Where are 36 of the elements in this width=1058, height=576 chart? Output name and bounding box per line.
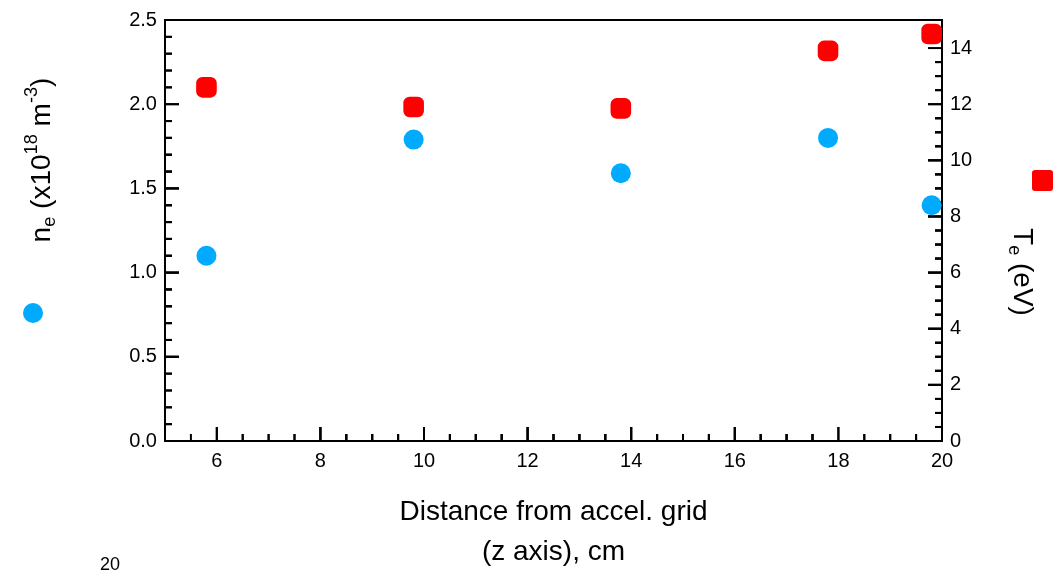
y-tick-label: 0.5 [129, 344, 157, 367]
x-tick-label: 12 [516, 448, 539, 471]
y-tick-label: 2.0 [129, 91, 157, 114]
y2-tick-label: 2 [950, 372, 962, 395]
point [610, 163, 631, 184]
y2-tick-label: 0 [950, 428, 962, 451]
point [921, 195, 942, 216]
y-axis-title: ne (x1018 m-3) [21, 77, 60, 243]
y2-tick-label: 10 [950, 147, 973, 170]
x-tick-label: 18 [827, 448, 850, 471]
point [921, 23, 942, 45]
x-tick-label: 8 [314, 448, 326, 471]
y2-tick-label: 12 [950, 91, 973, 114]
y-tick-label: 0.0 [129, 428, 157, 451]
y2-axis-title: Te (eV) [1004, 228, 1040, 316]
text: 20 [100, 553, 121, 574]
y2-tick-label: 6 [950, 260, 962, 283]
point [403, 129, 424, 150]
y2-tick-label: 4 [950, 316, 962, 339]
point [818, 127, 839, 148]
x-tick-label: 16 [723, 448, 746, 471]
x-tick-label: 14 [620, 448, 643, 471]
x-axis-title: Distance from accel. grid (z axis), cm [399, 494, 708, 566]
point [610, 98, 632, 119]
point [196, 77, 217, 98]
x-tick-label: 20 [930, 448, 954, 471]
x-tick-label: 6 [211, 448, 223, 471]
x-tick-label: 10 [412, 448, 436, 471]
y2-tick-label: 8 [950, 203, 962, 226]
y2-tick-label: 14 [950, 35, 973, 58]
y-tick-label: 2.5 [129, 7, 157, 30]
point [196, 245, 217, 266]
point [817, 40, 839, 62]
y-tick-label: 1.5 [129, 175, 157, 198]
point [403, 96, 424, 118]
y-tick-label: 1.0 [129, 260, 157, 283]
